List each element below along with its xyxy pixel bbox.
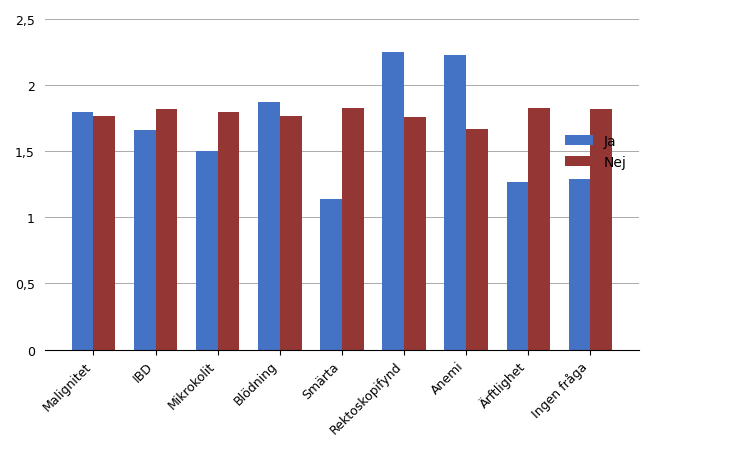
Bar [342, 108, 364, 350]
Bar [280, 116, 302, 350]
Bar [569, 179, 590, 350]
Bar [93, 116, 115, 350]
Bar [156, 110, 177, 350]
Bar [444, 55, 466, 350]
Bar [466, 129, 488, 350]
Bar [529, 108, 550, 350]
Bar [134, 131, 156, 350]
Bar [590, 110, 612, 350]
Bar [71, 112, 93, 350]
Bar [320, 199, 342, 350]
Bar [507, 182, 529, 350]
Bar [196, 152, 218, 350]
Bar [258, 103, 280, 350]
Bar [404, 118, 426, 350]
Legend: Ja, Nej: Ja, Nej [559, 129, 632, 175]
Bar [382, 53, 404, 350]
Bar [218, 112, 239, 350]
